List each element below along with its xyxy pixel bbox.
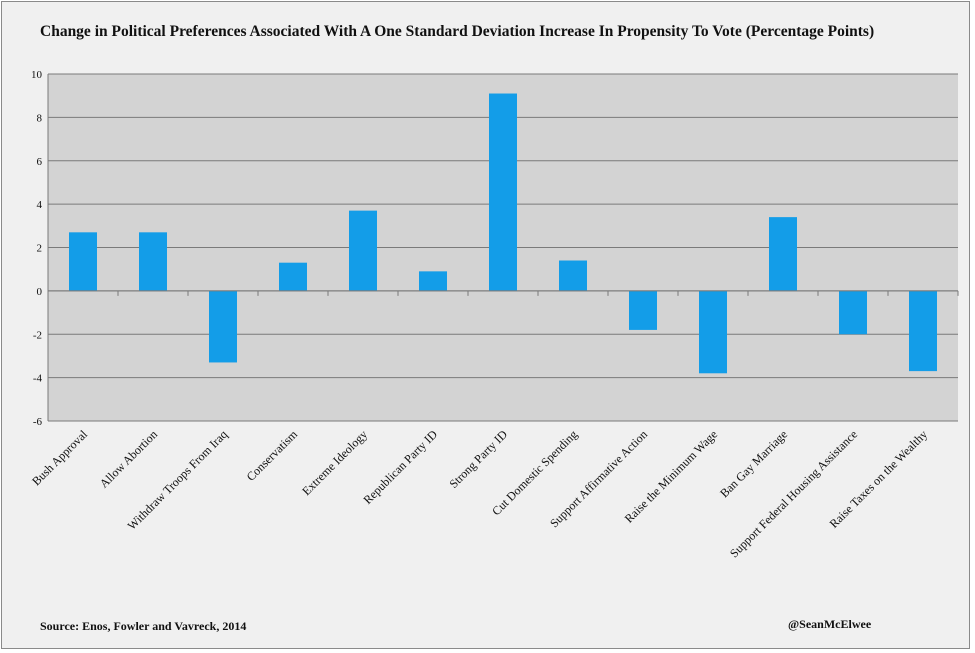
- bar: [349, 210, 377, 291]
- bar: [139, 232, 167, 291]
- x-tick-label: Extreme Ideology: [299, 427, 370, 498]
- y-tick-label: 8: [37, 112, 43, 124]
- x-tick-label: Support Federal Housing Assistance: [727, 427, 860, 560]
- y-tick-label: 4: [37, 199, 43, 211]
- y-tick-label: -2: [33, 329, 42, 341]
- bar: [279, 262, 307, 291]
- x-tick-label: Conservatism: [244, 427, 301, 484]
- bar: [769, 217, 797, 291]
- bar: [489, 93, 517, 291]
- y-tick-label: -4: [33, 373, 43, 385]
- bar: [629, 290, 657, 330]
- chart-title: Change in Political Preferences Associat…: [40, 23, 875, 40]
- bar: [69, 232, 97, 291]
- x-tick-label: Ban Gay Marriage: [717, 427, 790, 500]
- y-tick-label: 0: [37, 286, 43, 298]
- y-tick-label: -6: [33, 416, 43, 428]
- bar: [909, 290, 937, 372]
- bar: [209, 290, 237, 363]
- bar: [559, 260, 587, 291]
- x-tick-label: Republican Party ID: [360, 427, 440, 507]
- y-tick-label: 6: [37, 156, 43, 168]
- source-note: Source: Enos, Fowler and Vavreck, 2014: [40, 619, 247, 633]
- x-tick-label: Allow Abortion: [97, 427, 160, 490]
- y-tick-label: 2: [37, 243, 43, 255]
- bar: [839, 290, 867, 335]
- bar: [699, 290, 727, 374]
- x-tick-label: Bush Approval: [29, 427, 91, 489]
- author-handle: @SeanMcElwee: [788, 617, 872, 631]
- x-tick-label: Strong Party ID: [446, 427, 510, 491]
- bar: [419, 271, 447, 291]
- y-tick-label: 10: [31, 69, 43, 81]
